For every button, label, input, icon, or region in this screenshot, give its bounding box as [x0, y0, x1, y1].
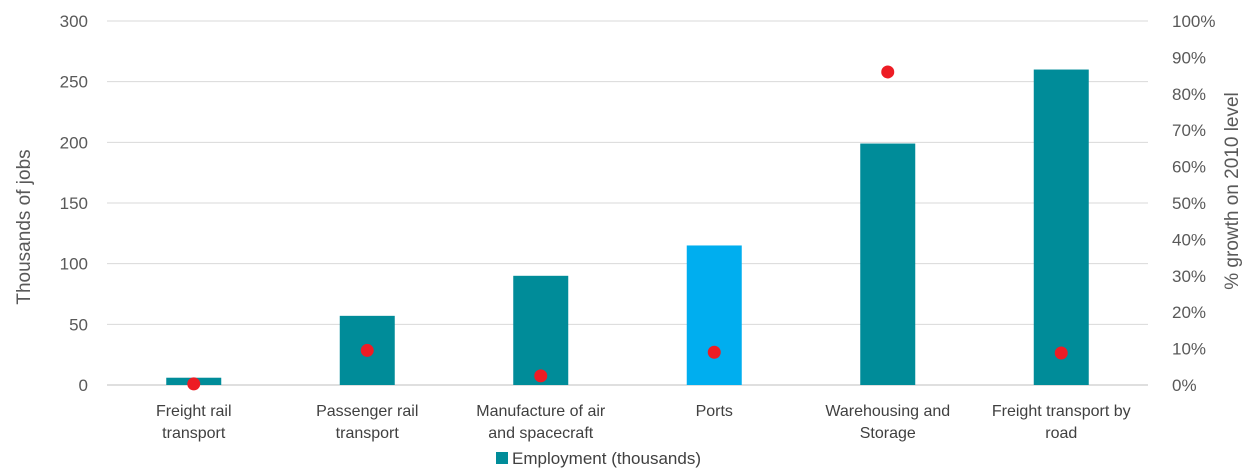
y2-tick-label: 20% — [1172, 303, 1206, 322]
growth-point — [707, 345, 721, 359]
y2-tick-label: 60% — [1172, 158, 1206, 177]
y2-tick-label: 0% — [1172, 376, 1197, 395]
y2-tick-label: 10% — [1172, 340, 1206, 359]
category-label: Freight rail transport — [156, 403, 232, 442]
y2-tick-label: 80% — [1172, 85, 1206, 104]
y2-tick-label: 50% — [1172, 194, 1206, 213]
right-axis-title: % growth on 2010 level — [1222, 92, 1243, 290]
growth-point — [534, 369, 548, 383]
legend-label: Employment (thousands) — [512, 449, 701, 468]
category-label: Freight transport by road — [992, 403, 1131, 442]
left-axis-ticks: 0 50 100 150 200 250 300 — [60, 12, 88, 395]
growth-point — [360, 343, 374, 357]
y-tick-label: 300 — [60, 12, 88, 31]
legend: Employment (thousands) — [496, 449, 701, 468]
category-label: Manufacture of air and spacecraft — [476, 403, 606, 442]
y2-tick-label: 90% — [1172, 48, 1206, 67]
y-tick-label: 200 — [60, 133, 88, 152]
bars — [166, 69, 1089, 386]
left-axis-title: Thousands of jobs — [14, 149, 35, 304]
category-label: Passenger rail transport — [316, 403, 418, 442]
growth-points — [187, 65, 1068, 391]
category-labels: Freight rail transport Passenger rail trans… — [156, 403, 1131, 442]
bar — [860, 143, 916, 385]
y-tick-label: 50 — [69, 315, 88, 334]
category-label: Warehousing and Storage — [825, 403, 950, 442]
bar — [1033, 69, 1089, 386]
y-tick-label: 0 — [79, 376, 88, 395]
y-tick-label: 150 — [60, 194, 88, 213]
y2-tick-label: 30% — [1172, 267, 1206, 286]
bar — [686, 245, 742, 385]
growth-point — [881, 65, 895, 79]
bar — [513, 275, 569, 385]
y-tick-label: 250 — [60, 73, 88, 92]
y2-tick-label: 40% — [1172, 230, 1206, 249]
legend-swatch — [496, 452, 508, 464]
category-label: Ports — [696, 403, 733, 420]
y-tick-label: 100 — [60, 255, 88, 274]
right-axis-ticks: 0% 10% 20% 30% 40% 50% 60% 70% 80% 90% 100% — [1172, 12, 1215, 395]
y2-tick-label: 70% — [1172, 121, 1206, 140]
growth-point — [187, 377, 201, 391]
y2-tick-label: 100% — [1172, 12, 1215, 31]
growth-point — [1054, 346, 1068, 360]
gridlines — [107, 20, 1148, 386]
